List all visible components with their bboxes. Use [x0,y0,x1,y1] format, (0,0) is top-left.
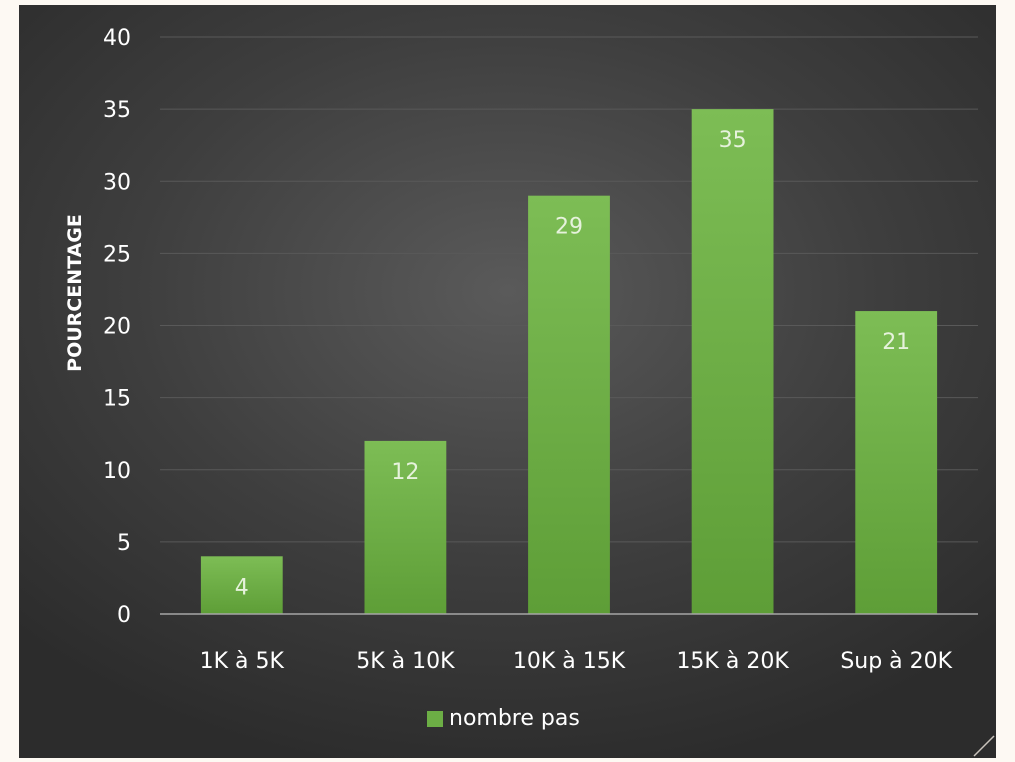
data-label: 29 [555,215,583,240]
y-tick-label: 25 [103,242,131,267]
y-tick-label: 30 [103,170,131,195]
y-tick-label: 0 [117,603,131,628]
x-tick-label: 10K à 15K [513,649,626,674]
data-label: 21 [882,330,910,355]
x-tick-label: Sup à 20K [840,649,952,674]
x-tick-label: 15K à 20K [676,649,789,674]
y-axis-label: POURCENTAGE [64,214,86,372]
x-tick-label: 5K à 10K [356,649,455,674]
legend-label: nombre pas [449,706,580,731]
bar [200,556,283,614]
chart-panel: 0 5 10 15 20 25 30 35 40 4 12 29 35 21 1K à 5K 5K à 1… [19,5,996,758]
bars: 4 12 29 35 21 [200,109,938,615]
legend: nombre pas [427,706,580,731]
corner-decoration [973,735,995,757]
x-tick-label: 1K à 5K [200,649,285,674]
y-tick-label: 15 [103,387,131,412]
x-axis-ticks: 1K à 5K 5K à 10K 10K à 15K 15K à 20K Sup à 2… [200,649,953,674]
bar [691,109,774,614]
y-tick-label: 40 [103,26,131,51]
bar [528,195,610,615]
y-axis-ticks: 0 5 10 15 20 25 30 35 40 [103,26,131,628]
data-label: 4 [235,575,249,600]
data-label: 12 [391,460,419,485]
bar [364,440,447,614]
bar-chart: 0 5 10 15 20 25 30 35 40 4 12 29 35 21 1K à 5K 5K à 1… [64,26,978,731]
data-label: 35 [719,128,747,153]
y-tick-label: 35 [103,98,131,123]
y-tick-label: 20 [103,315,131,340]
y-tick-label: 10 [103,459,131,484]
y-tick-label: 5 [117,531,131,556]
legend-swatch [427,711,443,727]
bar [855,311,938,614]
